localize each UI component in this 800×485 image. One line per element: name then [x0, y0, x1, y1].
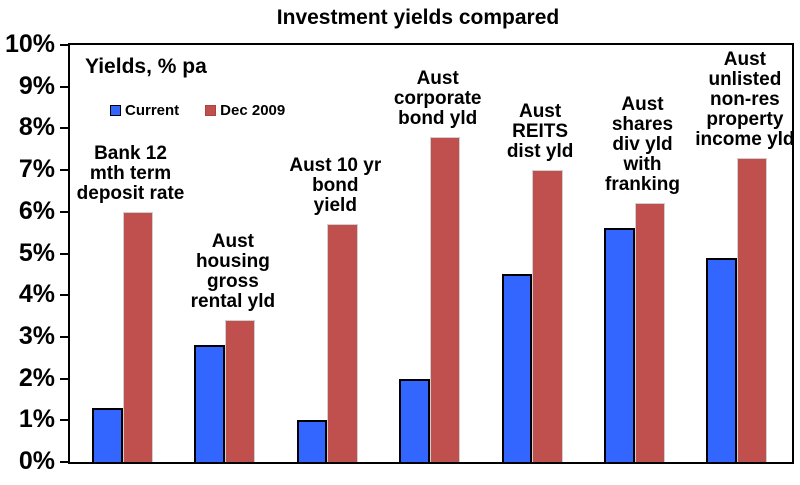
legend: Current Dec 2009 [110, 102, 285, 119]
category-label-line: div yld [612, 134, 673, 156]
bar-current-5 [604, 228, 635, 462]
category-label-line: housing [195, 251, 270, 273]
y-tick-mark [60, 461, 70, 463]
y-tick-label: 2% [18, 363, 55, 392]
bar-current-4 [501, 274, 533, 462]
category-label-0: Bank 12 mth term deposit rate [46, 142, 216, 204]
y-tick-label: 3% [18, 321, 55, 350]
bar-dec-2009-1 [224, 320, 256, 462]
category-label-line: REITS [512, 121, 569, 143]
bar-dec-2009-6 [736, 157, 768, 462]
y-tick-mark [60, 127, 70, 130]
y-tick-mark [60, 294, 70, 297]
y-tick-label: 0% [18, 447, 55, 475]
category-label-6: Aust unlisted non-res property income yld [660, 48, 800, 150]
bar-current-0 [92, 407, 123, 462]
category-label-line: Aust [621, 94, 664, 116]
y-tick-mark [60, 210, 70, 213]
y-tick-mark [60, 252, 70, 255]
y-tick-label: 10% [4, 30, 55, 58]
category-label-line: Bank 12 [94, 142, 167, 164]
category-label-line: Aust [211, 231, 254, 253]
legend-swatch-current-icon [110, 105, 121, 116]
y-tick-mark [60, 377, 70, 380]
category-label-line: shares [611, 114, 674, 136]
bar-current-2 [296, 420, 328, 462]
category-label-line: income yld [695, 128, 795, 150]
y-tick-label: 8% [18, 113, 55, 142]
bar-dec-2009-3 [429, 136, 461, 462]
category-label-line: mth term [89, 162, 172, 184]
category-label-line: Aust [518, 101, 562, 123]
bar-dec-2009-2 [327, 224, 358, 462]
category-label-line: unlisted [708, 68, 782, 90]
bar-current-3 [399, 378, 430, 462]
legend-label-current: Current [125, 102, 180, 119]
y-tick-mark [60, 44, 70, 46]
category-label-line: property [706, 108, 784, 130]
bar-current-6 [706, 257, 737, 462]
y-tick-mark [60, 335, 70, 338]
y-tick-label: 5% [18, 238, 55, 267]
chart-title: Investment yields compared [276, 6, 560, 29]
category-label-line: deposit rate [76, 182, 185, 204]
y-tick-label: 9% [18, 71, 55, 100]
category-label-line: non-res [710, 88, 780, 110]
category-label-line: Aust [416, 67, 459, 89]
category-label-line: bond yld [398, 107, 478, 129]
legend-item-dec2009: Dec 2009 [205, 102, 285, 119]
category-label-line: dist yld [506, 141, 574, 163]
y-tick-label: 6% [18, 196, 55, 225]
category-label-line: yield [313, 195, 357, 217]
category-label-5: Aust shares div yld with franking [558, 95, 728, 195]
category-label-3: Aust corporate bond yld [353, 67, 523, 129]
yields-unit-label: Yields, % pa [85, 55, 207, 78]
y-tick-label: 4% [18, 280, 55, 309]
bar-current-1 [194, 345, 225, 462]
category-label-line: bond [312, 175, 359, 197]
bar-dec-2009-0 [122, 211, 153, 462]
legend-item-current: Current [110, 102, 179, 119]
category-label-line: Aust [723, 48, 766, 70]
legend-swatch-dec2009-icon [205, 105, 217, 116]
bar-dec-2009-5 [634, 203, 665, 462]
category-label-line: Aust 10 yr [289, 155, 382, 177]
legend-label-dec2009: Dec 2009 [220, 102, 286, 119]
y-tick-mark [60, 85, 70, 88]
category-label-line: corporate [393, 87, 482, 109]
y-tick-mark [60, 169, 70, 172]
category-label-line: franking [605, 174, 680, 196]
y-tick-label: 7% [18, 155, 55, 184]
category-label-line: gross [207, 271, 259, 293]
y-tick-mark [60, 419, 70, 422]
category-label-line: with [623, 154, 662, 176]
category-label-1: Aust housing gross rental yld [148, 232, 318, 312]
category-label-2: Aust 10 yr bond yield [250, 156, 420, 216]
y-tick-label: 1% [18, 405, 55, 434]
category-label-line: rental yld [190, 291, 276, 313]
category-label-4: Aust REITS dist yld [455, 102, 625, 162]
bar-dec-2009-4 [532, 170, 563, 462]
